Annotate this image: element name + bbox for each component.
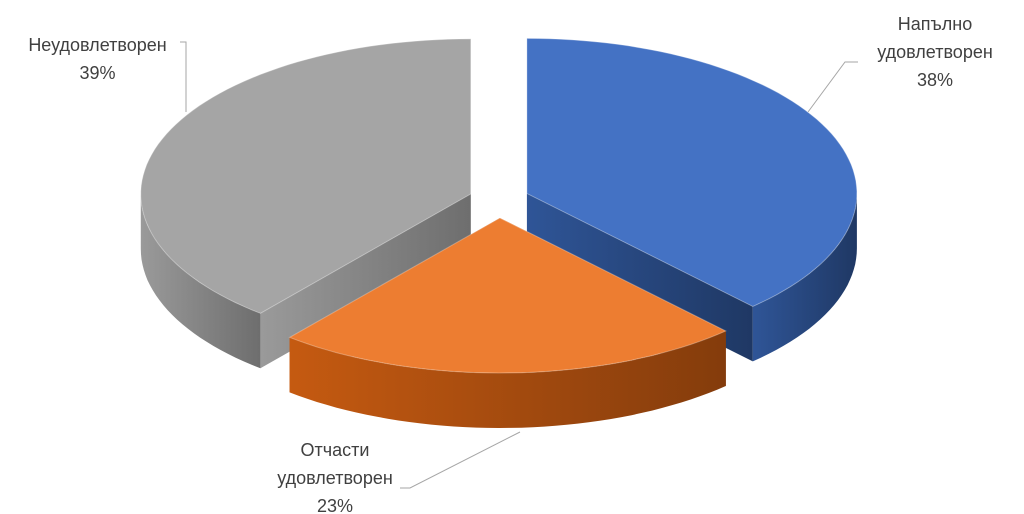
slice-top <box>288 217 727 374</box>
slice-side <box>752 193 857 362</box>
data-label: Неудовлетворен 39% <box>5 31 190 87</box>
category-label: Напълно удовлетворен <box>877 14 993 62</box>
category-label: Отчасти удовлетворен <box>277 440 393 488</box>
category-label: Неудовлетворен <box>28 35 167 55</box>
value-label: 39% <box>79 63 116 83</box>
value-label: 23% <box>316 496 354 514</box>
data-label: Отчасти удовлетворен 23% <box>265 436 405 514</box>
value-label: 38% <box>916 70 954 90</box>
data-label: Напълно удовлетворен 38% <box>870 10 1000 94</box>
leader-line <box>807 61 858 113</box>
slice-top <box>140 38 472 314</box>
slice-side <box>289 331 726 428</box>
leader-line <box>180 41 187 112</box>
slice-side <box>140 193 261 369</box>
slice-top <box>526 37 858 307</box>
pie-slice <box>288 217 727 428</box>
leader-line <box>400 431 521 489</box>
